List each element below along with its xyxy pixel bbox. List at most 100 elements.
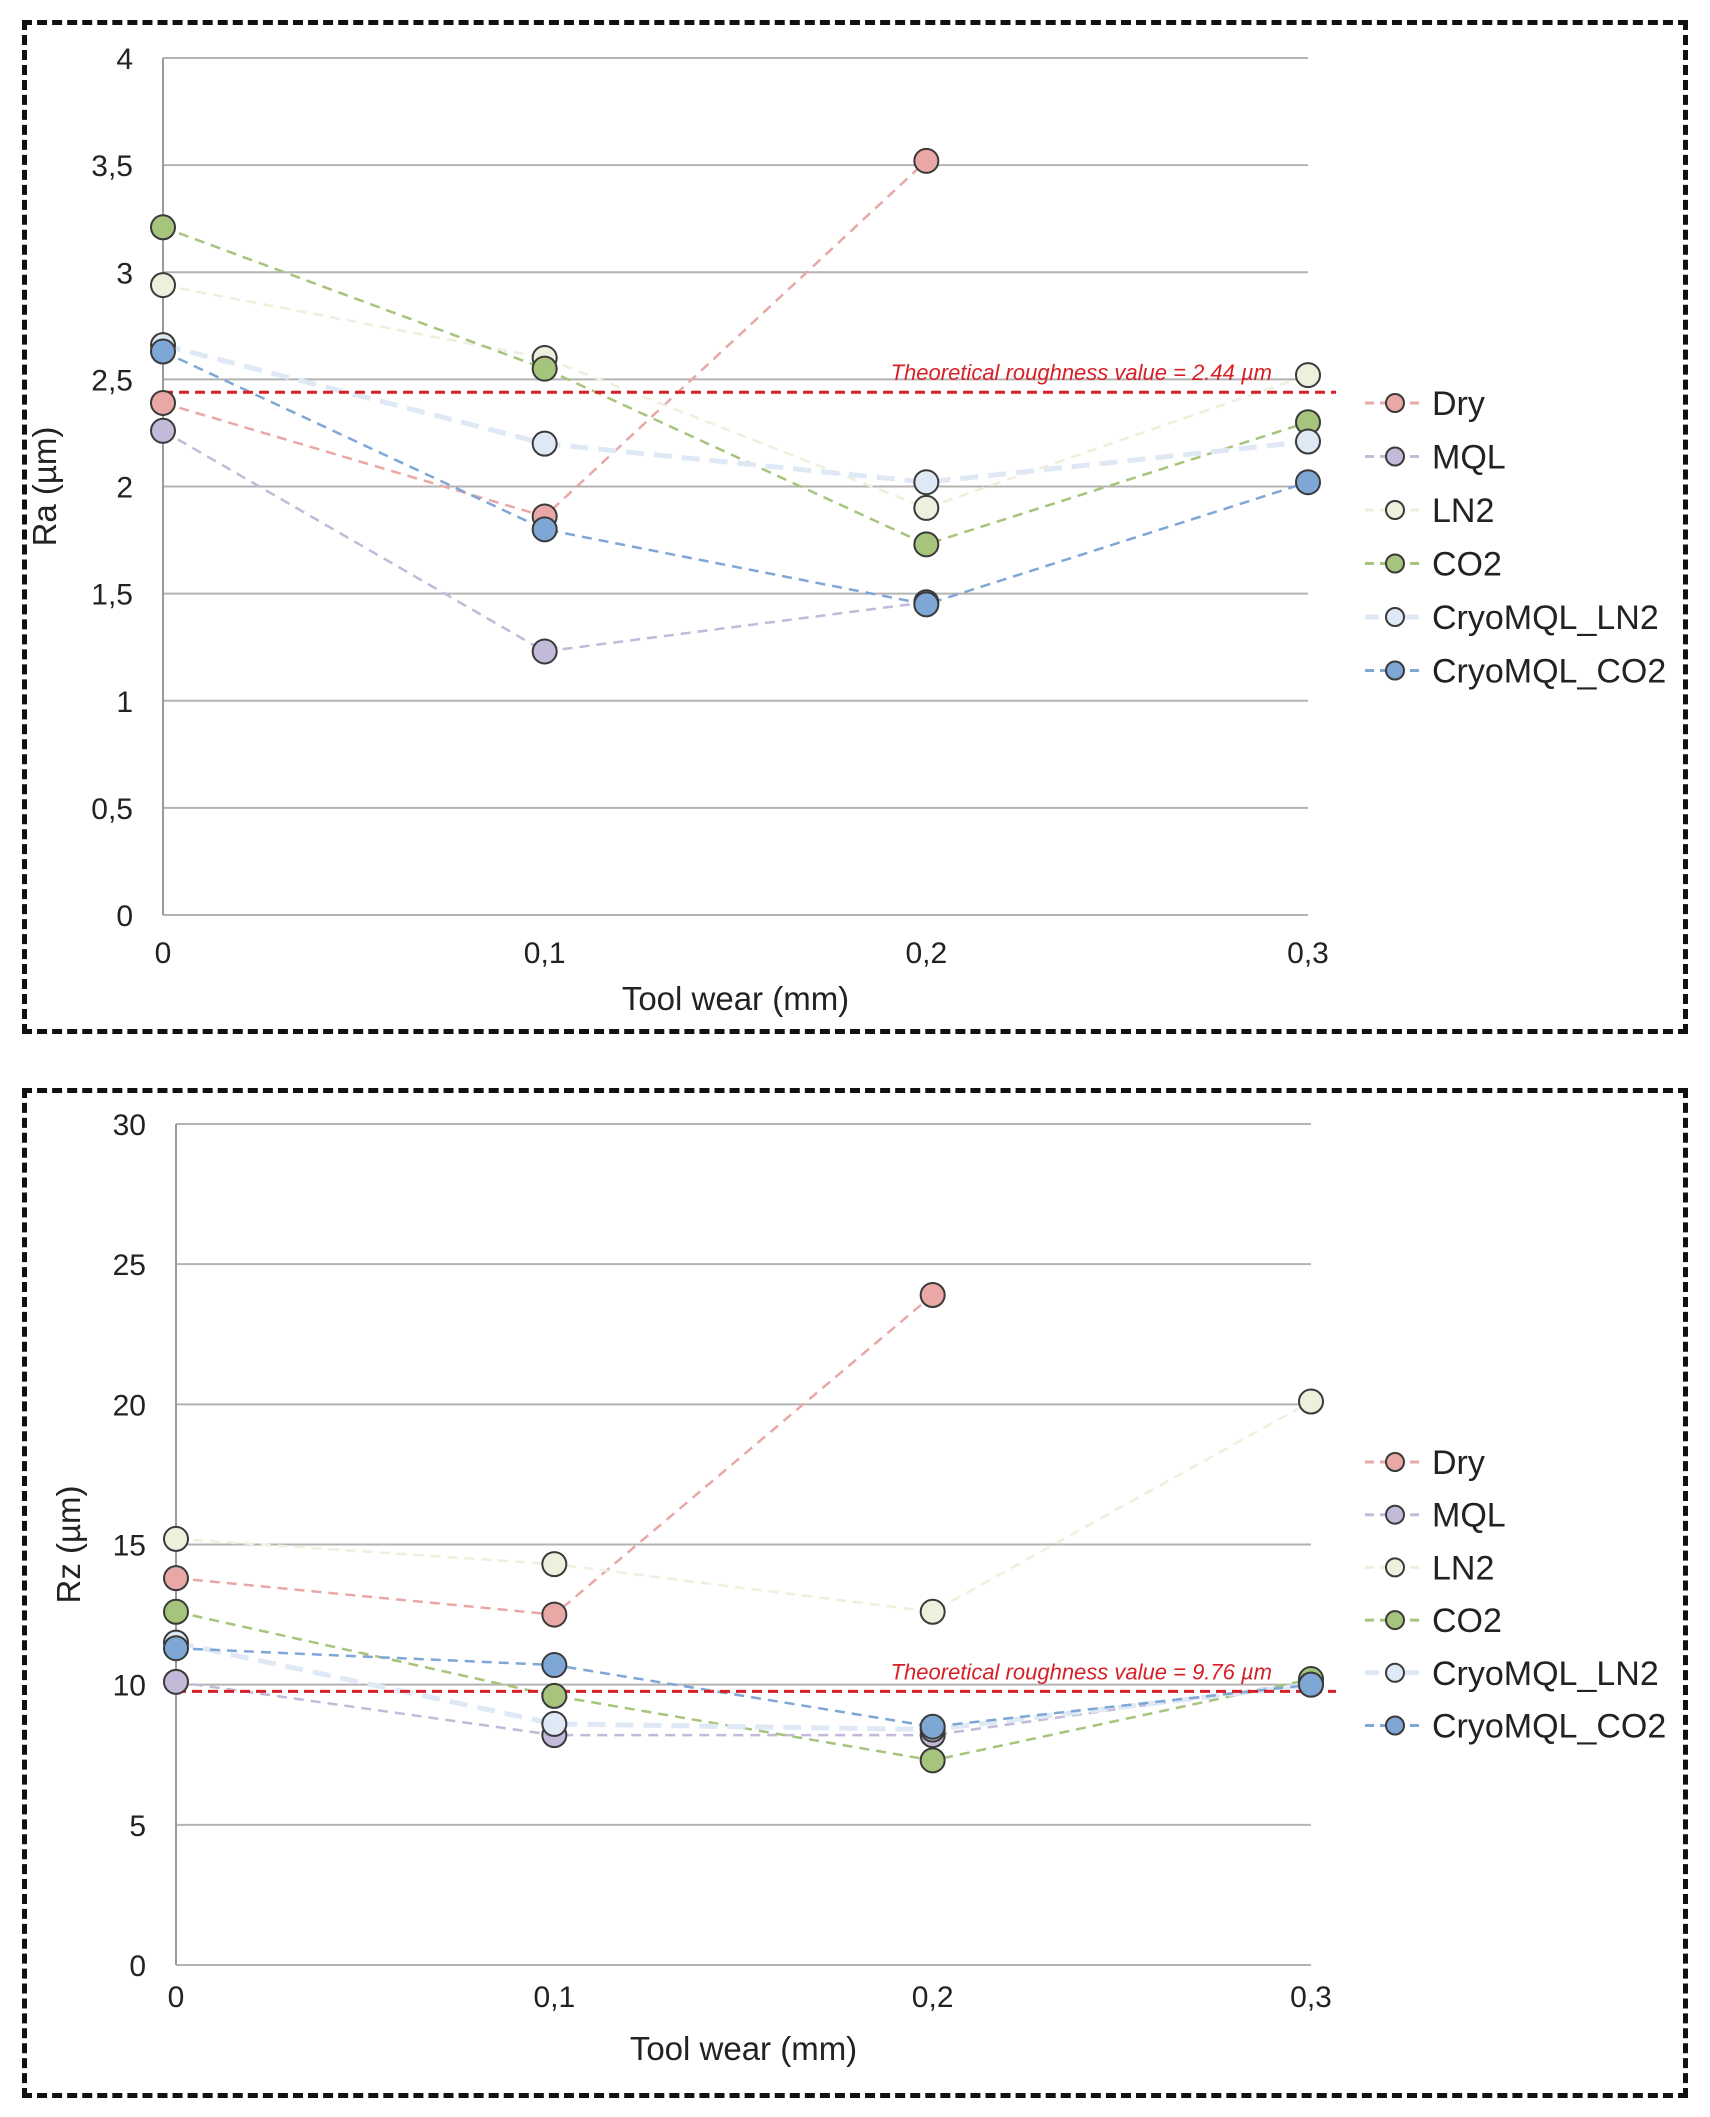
rz-point-mql bbox=[163, 1668, 189, 1695]
ra-x-tick-label: 0,3 bbox=[1287, 937, 1329, 970]
rz-legend-label-mql: MQL bbox=[1432, 1497, 1506, 1535]
rz-legend-marker-dry bbox=[1385, 1452, 1405, 1472]
rz-point-ln2 bbox=[541, 1551, 568, 1578]
rz-y-tick-label: 20 bbox=[113, 1389, 146, 1422]
rz-chart-panel bbox=[22, 1088, 1688, 2098]
rz-legend-marker-cryomql_co2 bbox=[1385, 1715, 1405, 1736]
rz-point-co2 bbox=[163, 1598, 189, 1625]
ra-point-ln2 bbox=[150, 272, 176, 299]
ra-legend-marker-dry bbox=[1385, 393, 1405, 413]
ra-series-line-dry bbox=[162, 159, 928, 518]
ra-point-cryomql_co2 bbox=[1295, 469, 1321, 496]
rz-point-dry bbox=[541, 1601, 568, 1628]
ra-y-tick-label: 1,5 bbox=[91, 579, 133, 612]
rz-legend-label-cryomql_ln2: CryoMQL_LN2 bbox=[1432, 1655, 1659, 1693]
ra-legend-label-dry: Dry bbox=[1432, 385, 1485, 423]
rz-point-cryomql_co2 bbox=[163, 1635, 189, 1662]
rz-y-tick-label: 30 bbox=[113, 1109, 146, 1142]
ra-series-line-mql bbox=[162, 429, 927, 653]
rz-series-line-mql bbox=[175, 1680, 1312, 1737]
ra-chart-panel bbox=[22, 20, 1688, 1034]
ra-y-tick-label: 0 bbox=[116, 900, 133, 933]
rz-legend-marker-cryomql_ln2 bbox=[1385, 1662, 1405, 1683]
rz-legend-label-cryomql_co2: CryoMQL_CO2 bbox=[1432, 1708, 1666, 1746]
rz-y-tick-label: 25 bbox=[113, 1249, 146, 1282]
ra-x-axis-title: Tool wear (mm) bbox=[622, 980, 849, 1017]
ra-point-cryomql_ln2 bbox=[913, 469, 940, 496]
ra-legend-marker-cryomql_ln2 bbox=[1385, 607, 1405, 627]
ra-point-cryomql_co2 bbox=[150, 338, 176, 365]
ra-legend-marker-mql bbox=[1385, 446, 1405, 467]
rz-legend-marker-mql bbox=[1385, 1504, 1405, 1525]
rz-legend-label-ln2: LN2 bbox=[1432, 1549, 1494, 1587]
rz-legend-label-co2: CO2 bbox=[1432, 1602, 1502, 1640]
ra-legend-marker-co2 bbox=[1385, 553, 1405, 574]
rz-y-tick-label: 10 bbox=[113, 1670, 146, 1703]
ra-y-tick-label: 1 bbox=[116, 686, 133, 719]
ra-x-tick-label: 0,2 bbox=[905, 937, 947, 970]
ra-y-tick-label: 2 bbox=[116, 472, 133, 505]
ra-point-ln2 bbox=[1295, 362, 1321, 389]
rz-legend-label-dry: Dry bbox=[1432, 1444, 1485, 1482]
rz-point-co2 bbox=[541, 1682, 568, 1709]
ra-legend-label-co2: CO2 bbox=[1432, 546, 1502, 584]
ra-series-line-cryomql_ln2 bbox=[162, 342, 1309, 485]
rz-point-ln2 bbox=[163, 1525, 189, 1552]
rz-series-line-cryomql_co2 bbox=[175, 1646, 1312, 1728]
rz-series-line-cryomql_ln2 bbox=[175, 1640, 1312, 1733]
rz-x-tick-label: 0 bbox=[168, 1981, 185, 2014]
rz-point-cryomql_co2 bbox=[919, 1713, 946, 1740]
ra-x-tick-label: 0 bbox=[155, 937, 172, 970]
ra-reference-label: Theoretical roughness value = 2.44 µm bbox=[891, 360, 1272, 385]
ra-point-mql bbox=[150, 417, 176, 444]
ra-point-cryomql_ln2 bbox=[531, 430, 558, 457]
ra-y-tick-label: 0,5 bbox=[91, 793, 133, 826]
ra-legend-label-mql: MQL bbox=[1432, 439, 1506, 477]
ra-y-tick-label: 4 bbox=[116, 43, 133, 76]
rz-x-axis-title: Tool wear (mm) bbox=[630, 2030, 857, 2067]
ra-y-tick-label: 3,5 bbox=[91, 150, 133, 183]
rz-point-dry bbox=[163, 1565, 189, 1592]
ra-point-dry bbox=[913, 147, 940, 174]
ra-series-line-ln2 bbox=[162, 283, 1309, 510]
rz-point-ln2 bbox=[919, 1598, 946, 1625]
rz-legend-marker-co2 bbox=[1385, 1610, 1405, 1631]
ra-point-dry bbox=[150, 389, 176, 416]
ra-y-tick-label: 3 bbox=[116, 257, 133, 290]
ra-point-cryomql_co2 bbox=[913, 591, 940, 618]
rz-point-ln2 bbox=[1298, 1388, 1324, 1415]
rz-series-line-ln2 bbox=[175, 1400, 1312, 1614]
rz-point-cryomql_ln2 bbox=[541, 1710, 568, 1737]
rz-point-co2 bbox=[919, 1747, 946, 1774]
ra-legend-label-cryomql_co2: CryoMQL_CO2 bbox=[1432, 653, 1666, 691]
ra-x-tick-label: 0,1 bbox=[524, 937, 566, 970]
rz-y-tick-label: 0 bbox=[129, 1950, 146, 1983]
ra-series-line-co2 bbox=[162, 226, 1309, 546]
ra-legend-marker-cryomql_co2 bbox=[1385, 660, 1405, 681]
rz-y-tick-label: 5 bbox=[129, 1810, 146, 1843]
ra-point-co2 bbox=[913, 531, 940, 558]
rz-point-dry bbox=[919, 1282, 946, 1309]
ra-point-co2 bbox=[531, 355, 558, 382]
ra-legend-marker-ln2 bbox=[1385, 500, 1405, 520]
ra-point-cryomql_co2 bbox=[531, 516, 558, 543]
ra-point-co2 bbox=[150, 214, 176, 241]
ra-series-line-cryomql_co2 bbox=[162, 350, 1309, 606]
rz-y-tick-label: 15 bbox=[113, 1530, 146, 1563]
rz-legend-marker-ln2 bbox=[1385, 1557, 1405, 1578]
rz-x-tick-label: 0,2 bbox=[912, 1981, 954, 2014]
rz-y-axis-title: Rz (µm) bbox=[50, 1486, 87, 1604]
ra-point-ln2 bbox=[913, 494, 940, 521]
ra-y-tick-label: 2,5 bbox=[91, 364, 133, 397]
ra-point-mql bbox=[531, 638, 558, 665]
rz-x-tick-label: 0,3 bbox=[1290, 1981, 1332, 2014]
ra-point-cryomql_ln2 bbox=[1295, 428, 1321, 455]
ra-y-axis-title: Ra (µm) bbox=[26, 427, 63, 547]
rz-series-line-co2 bbox=[175, 1610, 1312, 1762]
rz-point-cryomql_co2 bbox=[541, 1652, 568, 1679]
rz-point-cryomql_co2 bbox=[1298, 1671, 1324, 1698]
rz-reference-label: Theoretical roughness value = 9.76 µm bbox=[891, 1659, 1272, 1684]
ra-legend-label-cryomql_ln2: CryoMQL_LN2 bbox=[1432, 599, 1659, 637]
rz-x-tick-label: 0,1 bbox=[533, 1981, 575, 2014]
